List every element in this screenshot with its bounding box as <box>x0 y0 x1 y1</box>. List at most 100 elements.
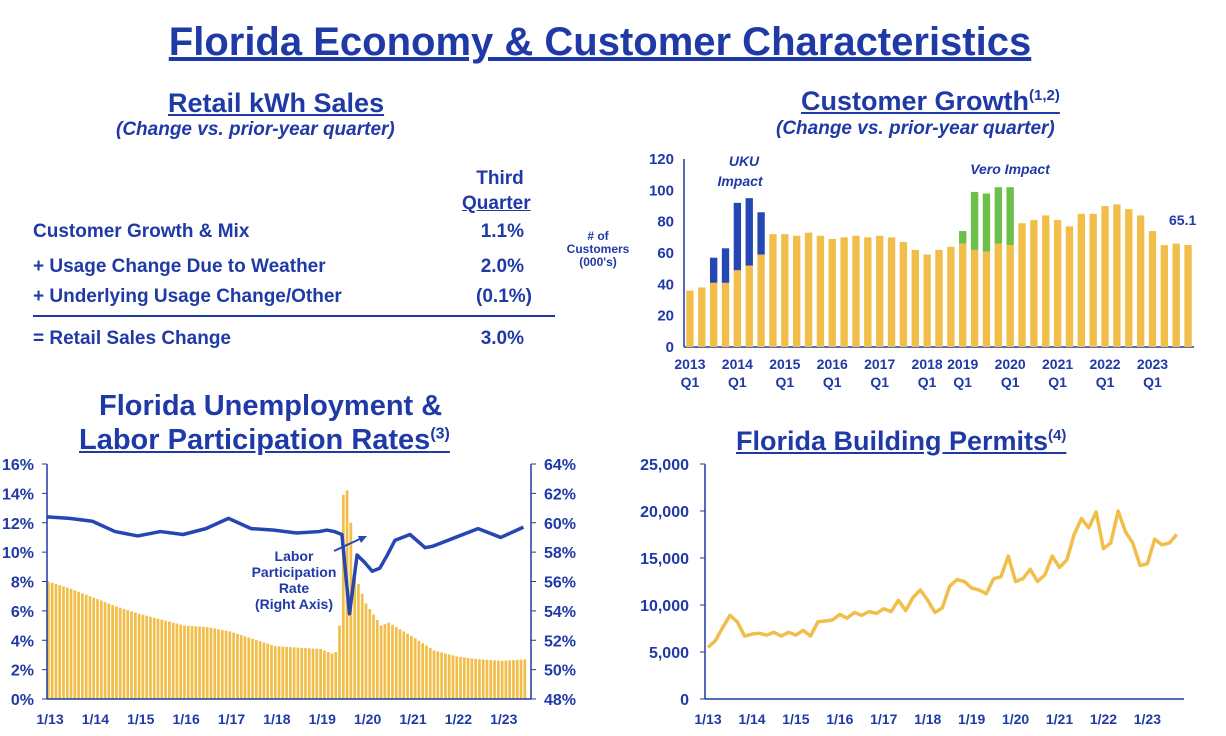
bar-unemployment <box>73 590 77 699</box>
right-y-tick-label: 62% <box>544 486 576 503</box>
bar-customer-growth <box>1006 245 1014 347</box>
x-tick-label: 1/14 <box>738 711 765 727</box>
bar-unemployment <box>304 648 307 699</box>
bar-unemployment <box>425 645 428 699</box>
bar-customer-growth <box>1160 245 1169 347</box>
bar-unemployment <box>432 650 436 699</box>
bar-unemployment <box>202 626 205 699</box>
y-tick-label: 0 <box>666 339 674 356</box>
bar-unemployment <box>360 593 364 699</box>
bar-unemployment <box>239 635 243 699</box>
bar-unemployment <box>421 643 425 699</box>
x-tick-label: 1/23 <box>490 711 517 727</box>
x-tick-quarter: Q1 <box>1048 374 1067 390</box>
bar-customer-growth <box>804 232 813 347</box>
bar-unemployment <box>285 646 288 699</box>
bar-unemployment <box>77 591 80 699</box>
bar-unemployment <box>168 621 171 699</box>
participation-annotation: (Right Axis) <box>255 596 333 612</box>
bar-unemployment <box>334 652 338 699</box>
bar-unemployment <box>394 627 398 699</box>
bar-unemployment <box>500 660 504 699</box>
bar-unemployment <box>519 659 523 699</box>
x-tick-quarter: Q1 <box>918 374 937 390</box>
bar-customer-growth <box>721 282 730 347</box>
bar-unemployment <box>152 617 156 699</box>
y-tick-label: 25,000 <box>640 457 689 474</box>
x-tick-label: 1/16 <box>826 711 853 727</box>
bar-customer-growth <box>959 243 967 347</box>
bar-customer-growth <box>1053 220 1062 347</box>
bar-unemployment <box>451 655 455 699</box>
left-y-tick-label: 2% <box>11 663 34 680</box>
bar-unemployment <box>391 624 394 699</box>
bar-customer-growth <box>840 237 848 347</box>
bar-customer-growth <box>1018 223 1026 347</box>
bar-unemployment <box>213 628 217 699</box>
bar-unemployment <box>130 611 133 699</box>
bar-customer-growth <box>828 238 836 347</box>
bar-unemployment <box>236 633 239 699</box>
y-tick-label: 120 <box>649 151 674 168</box>
x-tick-year: 2013 <box>674 356 705 372</box>
bar-unemployment <box>508 660 512 699</box>
bar-unemployment <box>402 631 406 699</box>
bar-customer-growth <box>876 235 884 347</box>
bar-unemployment <box>69 588 73 699</box>
bar-customer-growth <box>757 254 765 347</box>
bar-unemployment <box>179 624 183 699</box>
x-tick-year: 2021 <box>1042 356 1073 372</box>
y-tick-label: 80 <box>657 214 674 231</box>
bar-unemployment <box>300 647 304 699</box>
x-tick-label: 1/13 <box>694 711 721 727</box>
x-tick-quarter: Q1 <box>728 374 747 390</box>
bar-customer-growth <box>745 265 753 347</box>
retail-row-value: 1.1% <box>480 221 524 242</box>
bar-unemployment <box>383 624 387 699</box>
bar-customer-growth <box>935 249 943 347</box>
customer-growth-subtitle: (Change vs. prior-year quarter) <box>776 118 1055 139</box>
bar-customer-growth <box>911 249 919 347</box>
bar-unemployment <box>107 603 111 699</box>
x-tick-year: 2020 <box>995 356 1026 372</box>
right-y-tick-label: 60% <box>544 516 576 533</box>
retail-subtitle: (Change vs. prior-year quarter) <box>116 119 395 140</box>
x-tick-year: 2016 <box>817 356 848 372</box>
bar-customer-growth <box>769 234 777 347</box>
bar-unemployment <box>88 596 92 699</box>
x-tick-label: 1/14 <box>82 711 109 727</box>
bar-unemployment <box>81 593 84 699</box>
bar-unemployment <box>455 656 459 699</box>
bar-unemployment <box>398 629 402 699</box>
bar-unemployment <box>474 658 478 699</box>
bar-unemployment <box>254 640 258 699</box>
x-tick-label: 1/22 <box>445 711 472 727</box>
x-tick-label: 1/19 <box>958 711 985 727</box>
bar-unemployment <box>428 648 432 699</box>
bar-unemployment <box>459 656 462 699</box>
bar-uku-impact <box>745 198 753 266</box>
bar-customer-growth <box>970 249 979 347</box>
permits-chart: 0 5,000 10,000 15,000 20,000 25,000 1/13 1/14 1/… <box>640 457 1184 727</box>
retail-row-value: 2.0% <box>480 256 524 277</box>
bar-unemployment <box>515 659 519 699</box>
bar-customer-growth <box>994 243 1002 347</box>
bar-customer-growth <box>1065 226 1074 347</box>
y-tick-label: 20 <box>657 308 674 325</box>
bar-unemployment <box>493 660 496 699</box>
permits-title-text: Florida Building Permits <box>736 426 1049 456</box>
unemployment-chart: 0% 2% 4% 6% 8% 10% 12% 14% 16% 48% 50% 52% 54% 56% 58%… <box>2 457 576 727</box>
x-tick-label: 1/17 <box>870 711 897 727</box>
x-tick-quarter: Q1 <box>870 374 889 390</box>
bar-unemployment <box>375 620 379 699</box>
left-y-tick-label: 0% <box>11 692 34 709</box>
bar-unemployment <box>372 614 375 699</box>
y-tick-label: 5,000 <box>649 645 689 662</box>
bar-unemployment <box>466 657 470 699</box>
bar-unemployment <box>149 616 152 699</box>
participation-annotation: Rate <box>279 580 310 596</box>
unemployment-title-line1: Florida Unemployment & <box>99 390 443 422</box>
bar-unemployment <box>447 654 451 699</box>
bar-unemployment <box>273 646 277 699</box>
participation-annotation: Labor <box>275 548 314 564</box>
